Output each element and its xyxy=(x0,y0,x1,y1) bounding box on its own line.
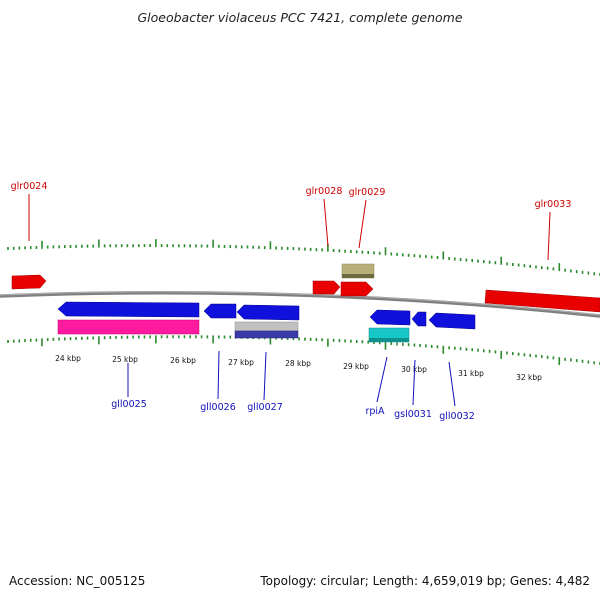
gene-label-glr0033[interactable]: glr0033 xyxy=(535,199,572,210)
kbp-label: 26 kbp xyxy=(170,356,196,365)
gene-label-gll0032[interactable]: gll0032 xyxy=(439,411,475,422)
gene-glr0028[interactable] xyxy=(312,280,341,295)
gene-silver-feature[interactable] xyxy=(234,321,299,332)
leader-line xyxy=(263,351,267,401)
gene-pink-feature[interactable] xyxy=(57,319,200,335)
gene-label-glr0024[interactable]: glr0024 xyxy=(11,181,48,192)
kbp-label: 24 kbp xyxy=(55,354,81,363)
gene-gll0027[interactable] xyxy=(236,304,300,321)
map-title: Gloeobacter violaceus PCC 7421, complete… xyxy=(137,10,462,25)
gene-cyan-feature-shade xyxy=(369,338,409,342)
kbp-label: 27 kbp xyxy=(228,358,254,367)
leader-line xyxy=(323,198,329,247)
gene-gsl0031[interactable] xyxy=(411,311,427,327)
genome-summary-text: Topology: circular; Length: 4,659,019 bp… xyxy=(260,574,590,588)
gene-glr0033[interactable] xyxy=(484,289,600,313)
forward-genes xyxy=(11,263,600,313)
reverse-genes xyxy=(57,301,476,343)
kbp-label: 25 kbp xyxy=(112,355,138,364)
kbp-label: 28 kbp xyxy=(285,359,311,368)
leader-line xyxy=(448,361,456,407)
leader-line xyxy=(376,356,388,403)
gene-navy-feature[interactable] xyxy=(234,330,299,339)
accession-text: Accession: NC_005125 xyxy=(9,574,146,588)
leader-line xyxy=(217,350,220,400)
gene-gll0025[interactable] xyxy=(57,301,200,318)
gene-label-glr0029[interactable]: glr0029 xyxy=(349,187,386,198)
gene-rpiA[interactable] xyxy=(369,309,411,326)
leader-line xyxy=(547,211,551,261)
leader-line xyxy=(358,199,367,249)
genome-backbone-highlight xyxy=(0,291,600,316)
gene-gll0032[interactable] xyxy=(428,312,476,330)
gene-label-gll0025[interactable]: gll0025 xyxy=(111,399,147,410)
kbp-label: 29 kbp xyxy=(343,362,369,371)
gene-gll0026[interactable] xyxy=(203,303,237,319)
forward-gene-labels: glr0024 glr0028 glr0029 glr0033 xyxy=(11,181,572,261)
gene-glr0024[interactable] xyxy=(11,274,47,290)
gene-label-gsl0031[interactable]: gsl0031 xyxy=(394,409,432,420)
kbp-label: 31 kbp xyxy=(458,369,484,378)
gene-olive-feature-shade xyxy=(342,274,374,278)
gene-label-rpiA[interactable]: rpiA xyxy=(365,406,385,417)
gene-label-gll0026[interactable]: gll0026 xyxy=(200,402,236,413)
kbp-label: 32 kbp xyxy=(516,373,542,382)
gene-label-gll0027[interactable]: gll0027 xyxy=(247,402,283,413)
tick-track-top xyxy=(7,239,600,276)
genome-backbone xyxy=(0,290,600,318)
gene-glr0029[interactable] xyxy=(340,281,374,297)
reverse-gene-labels: gll0025 gll0026 gll0027 rpiA gsl0031 gll… xyxy=(111,350,475,422)
leader-line xyxy=(412,359,416,406)
gene-label-glr0028[interactable]: glr0028 xyxy=(306,186,343,197)
